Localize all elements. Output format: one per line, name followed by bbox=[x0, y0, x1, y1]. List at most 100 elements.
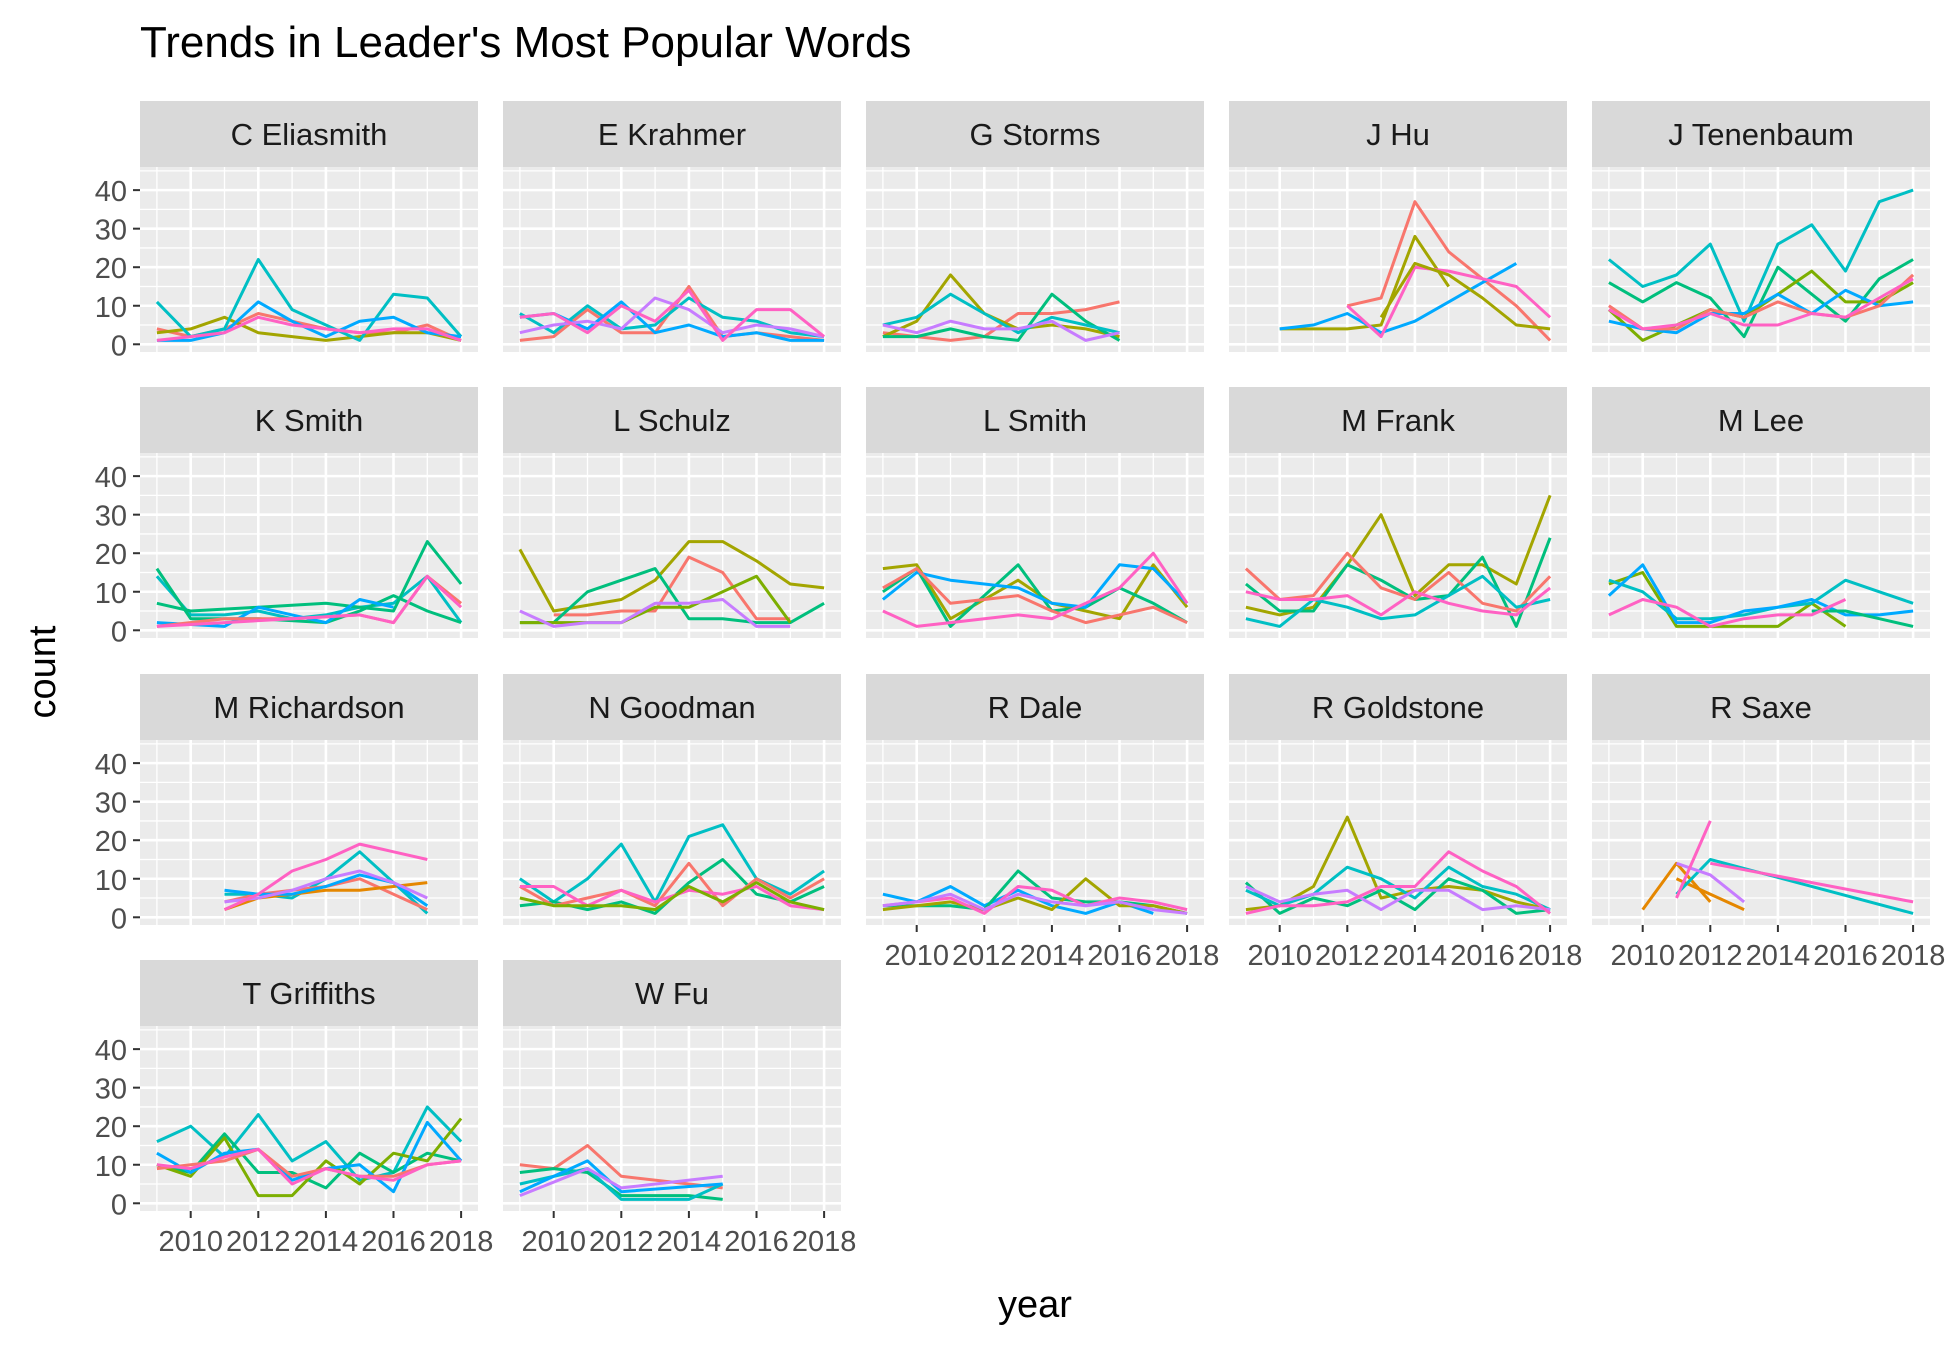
facet-strip-label: M Lee bbox=[1718, 403, 1804, 438]
series-line bbox=[1811, 609, 1914, 628]
y-tick-label: 0 bbox=[111, 903, 127, 935]
x-tick-label: 2016 bbox=[1450, 940, 1515, 972]
facet-panel: N Goodman bbox=[503, 674, 841, 925]
facet-panel: C Eliasmith 0 10 20 30 40 bbox=[95, 101, 478, 362]
series-line bbox=[156, 598, 394, 628]
x-tick-label: 2014 bbox=[1746, 940, 1811, 972]
series-line bbox=[519, 574, 792, 625]
facet-strip-label: C Eliasmith bbox=[231, 117, 388, 152]
facet-panel: E Krahmer bbox=[503, 101, 841, 352]
x-tick-label: 2014 bbox=[1020, 940, 1085, 972]
series-line bbox=[519, 567, 825, 625]
series-line bbox=[1346, 200, 1552, 342]
series-line bbox=[156, 1147, 462, 1186]
facet-panel: J Tenenbaum bbox=[1592, 101, 1930, 352]
series-line bbox=[519, 823, 825, 904]
series-line bbox=[223, 842, 428, 911]
y-tick-label: 10 bbox=[95, 1151, 127, 1183]
panel-background bbox=[140, 167, 478, 352]
series-line bbox=[1608, 277, 1914, 331]
facet-strip bbox=[1229, 674, 1567, 740]
x-tick-label: 2010 bbox=[884, 940, 949, 972]
facet-strip bbox=[1592, 387, 1930, 453]
series-line bbox=[882, 292, 1121, 342]
series-line bbox=[882, 869, 1188, 915]
x-tick-label: 2012 bbox=[589, 1226, 654, 1258]
y-axis-label: count bbox=[22, 625, 64, 718]
facet-strip-label: R Goldstone bbox=[1312, 690, 1484, 725]
series-line bbox=[519, 1167, 723, 1197]
series-line bbox=[518, 540, 825, 613]
y-tick-label: 40 bbox=[95, 749, 127, 781]
facet-strip bbox=[866, 674, 1204, 740]
series-line bbox=[882, 292, 1120, 335]
y-tick-label: 30 bbox=[95, 501, 127, 533]
series-line bbox=[1675, 858, 1914, 915]
series-line bbox=[519, 1167, 724, 1201]
facet-strip bbox=[140, 674, 478, 740]
series-line bbox=[1607, 269, 1914, 342]
series-line bbox=[156, 1105, 463, 1182]
facet-panel: R Dale 2010 2012 2014 2016 2018 bbox=[866, 674, 1219, 972]
series-line bbox=[156, 315, 462, 342]
facet-strip-label: L Smith bbox=[983, 403, 1087, 438]
y-tick-label: 30 bbox=[95, 215, 127, 247]
series-line bbox=[1245, 850, 1552, 915]
series-line bbox=[155, 258, 463, 342]
series-line bbox=[156, 315, 462, 342]
series-line bbox=[1608, 571, 1847, 628]
series-line bbox=[156, 574, 463, 628]
x-tick-label: 2010 bbox=[1610, 940, 1675, 972]
facets-layer: C Eliasmith 0 10 20 30 40 E Krahmer G Storms J H… bbox=[95, 101, 1945, 1258]
facet-panel: L Schulz bbox=[503, 387, 841, 638]
x-tick-label: 2016 bbox=[361, 1226, 426, 1258]
series-line bbox=[1279, 262, 1518, 335]
facet-strip bbox=[503, 960, 841, 1026]
x-tick-label: 2014 bbox=[294, 1226, 359, 1258]
x-tick-label: 2016 bbox=[1813, 940, 1878, 972]
y-tick-label: 10 bbox=[95, 292, 127, 324]
facet-strip bbox=[1592, 674, 1930, 740]
series-line bbox=[1608, 288, 1914, 335]
facet-strip bbox=[503, 387, 841, 453]
series-line bbox=[553, 555, 791, 621]
facet-strip bbox=[1229, 101, 1567, 167]
facet-strip bbox=[1592, 101, 1930, 167]
facet-strip bbox=[503, 674, 841, 740]
series-line bbox=[519, 300, 825, 342]
series-line bbox=[881, 563, 1189, 609]
facet-strip bbox=[140, 960, 478, 1026]
series-line bbox=[519, 885, 825, 912]
series-line bbox=[519, 1159, 723, 1194]
series-line bbox=[1608, 273, 1915, 331]
facet-strip-label: J Hu bbox=[1366, 117, 1430, 152]
facet-panel: T Griffiths 0 10 20 30 40 2010 2012 2014 2016 2018 bbox=[95, 960, 494, 1258]
x-tick-label: 2012 bbox=[1678, 940, 1743, 972]
x-tick-label: 2012 bbox=[952, 940, 1017, 972]
facet-strip-label: R Dale bbox=[988, 690, 1083, 725]
panel-background bbox=[1229, 453, 1567, 638]
series-line bbox=[882, 567, 1188, 625]
x-tick-label: 2018 bbox=[429, 1226, 494, 1258]
series-line bbox=[882, 885, 1154, 915]
facet-panel: W Fu 2010 2012 2014 2016 2018 bbox=[503, 960, 856, 1258]
facet-strip-label: J Tenenbaum bbox=[1668, 117, 1854, 152]
facet-strip bbox=[503, 101, 841, 167]
facet-panel: L Smith bbox=[866, 387, 1204, 638]
series-line bbox=[224, 869, 428, 904]
y-tick-label: 20 bbox=[95, 1112, 127, 1144]
facet-strip bbox=[140, 101, 478, 167]
y-tick-label: 30 bbox=[95, 788, 127, 820]
facet-strip bbox=[140, 387, 478, 453]
facet-strip-label: G Storms bbox=[970, 117, 1101, 152]
facet-panel: R Goldstone 2010 2012 2014 2016 2018 bbox=[1229, 674, 1582, 972]
facet-strip bbox=[866, 387, 1204, 453]
x-tick-label: 2012 bbox=[1315, 940, 1380, 972]
facet-strip bbox=[1229, 387, 1567, 453]
y-tick-label: 10 bbox=[95, 578, 127, 610]
series-line bbox=[1244, 551, 1552, 613]
x-axis-label: year bbox=[998, 1284, 1072, 1326]
series-line bbox=[1608, 578, 1914, 621]
series-line bbox=[519, 861, 825, 908]
chart-title: Trends in Leader's Most Popular Words bbox=[140, 18, 911, 67]
